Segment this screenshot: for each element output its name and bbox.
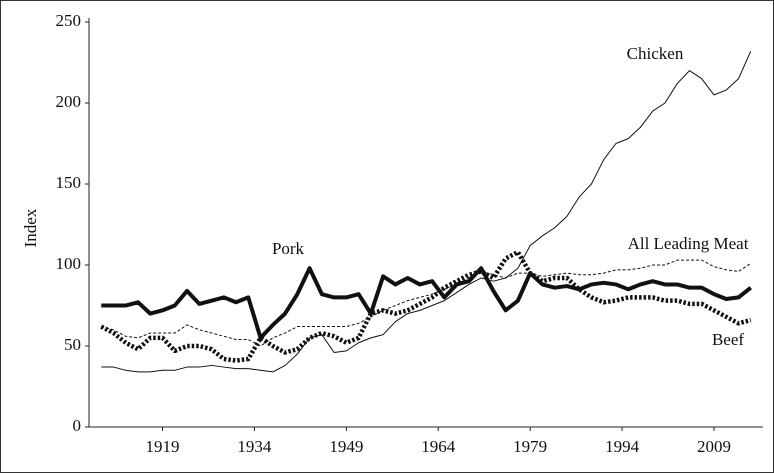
x-tick-label: 1934 bbox=[237, 437, 272, 456]
series-line bbox=[101, 266, 752, 340]
y-tick-label: 150 bbox=[56, 173, 82, 192]
y-tick-label: 250 bbox=[56, 11, 82, 30]
x-tick-label: 2009 bbox=[697, 437, 731, 456]
series-label: Beef bbox=[712, 330, 744, 349]
x-tick-label: 1994 bbox=[605, 437, 640, 456]
series-label: Chicken bbox=[627, 44, 684, 63]
x-tick-label: 1949 bbox=[329, 437, 363, 456]
series-label: All Leading Meat bbox=[628, 234, 749, 253]
series-line bbox=[100, 249, 752, 363]
y-tick-label: 200 bbox=[56, 92, 82, 111]
y-axis-label: Index bbox=[21, 208, 40, 247]
series-label: Pork bbox=[272, 239, 305, 258]
y-tick-label: 50 bbox=[64, 335, 81, 354]
x-tick-label: 1964 bbox=[421, 437, 456, 456]
x-tick-label: 1919 bbox=[146, 437, 180, 456]
y-tick-label: 0 bbox=[73, 416, 82, 435]
y-tick-label: 100 bbox=[56, 254, 82, 273]
x-tick-label: 1979 bbox=[513, 437, 547, 456]
series-line bbox=[101, 259, 752, 347]
series-line bbox=[101, 50, 752, 373]
